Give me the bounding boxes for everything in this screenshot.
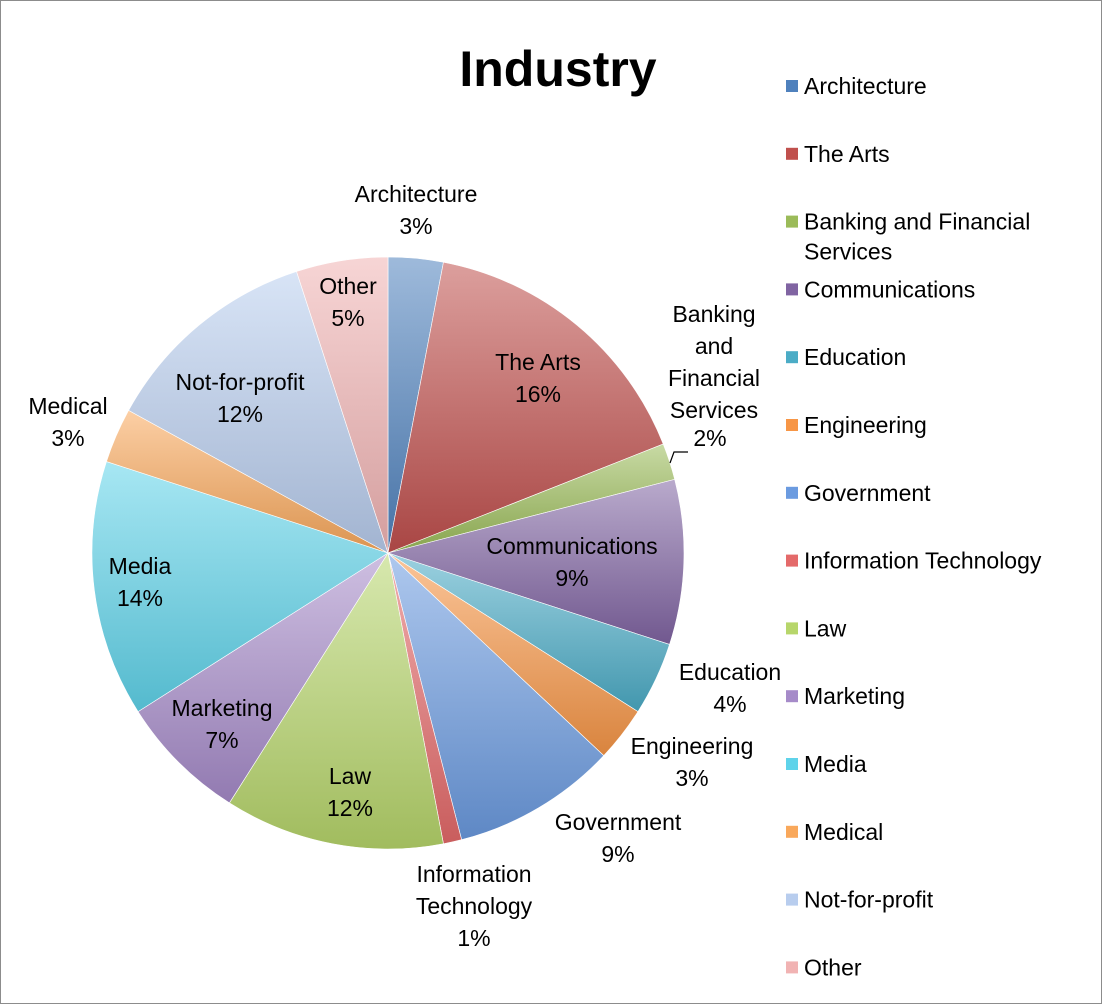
legend-label: Media	[804, 751, 867, 777]
pie-slice-communications	[386, 479, 685, 645]
legend-swatch	[786, 80, 798, 92]
legend-swatch	[786, 419, 798, 431]
legend-swatch	[786, 893, 798, 906]
legend-label: Other	[804, 954, 862, 980]
leader-line-banking	[669, 451, 688, 464]
data-label-5: Education 4%	[679, 659, 781, 717]
data-label-0: Architecture 3%	[355, 181, 478, 239]
legend-item-government: Government	[786, 480, 931, 506]
legend-label: Engineering	[804, 412, 927, 438]
data-label-11: Media 14%	[109, 553, 172, 611]
pie-slice-other	[296, 256, 389, 554]
data-label-8: Information Technology 1%	[416, 861, 533, 951]
pie-slice-marketing	[137, 552, 389, 804]
legend-item-not-for-profit: Not-for-profit	[786, 887, 934, 913]
legend-item-architecture: Architecture	[786, 73, 927, 99]
pie-slices	[91, 256, 685, 850]
legend-label: Government	[804, 480, 931, 506]
data-label-9: Law 12%	[327, 763, 373, 821]
data-label-6: Engineering 3%	[631, 733, 754, 791]
data-labels: Architecture 3% The Arts 16% Banking and Finan…	[28, 181, 781, 951]
data-label-7: Government 9%	[555, 809, 682, 867]
legend-item-other: Other	[786, 954, 862, 980]
leader-lines	[669, 451, 688, 464]
legend-swatch	[786, 486, 798, 499]
pie-slice-media	[91, 461, 389, 713]
legend-swatch	[786, 622, 798, 635]
legend-label: Medical	[804, 819, 883, 845]
legend-item-information-technology: Information Technology	[786, 548, 1042, 574]
data-label-14: Other 5%	[319, 273, 377, 331]
legend-item-engineering: Engineering	[786, 412, 927, 438]
legend-swatch	[786, 351, 798, 364]
legend-label: The Arts	[804, 141, 890, 167]
pie-slice-government	[387, 552, 605, 841]
legend-item-law: Law	[786, 615, 847, 641]
legend-label: Communications	[804, 276, 975, 302]
pie-slice-the-arts	[387, 261, 664, 554]
legend-item-the-arts: The Arts	[786, 141, 890, 167]
legend-swatch	[786, 690, 798, 703]
data-label-13: Not-for-profit 12%	[175, 369, 305, 427]
legend-swatch	[786, 825, 798, 838]
legend-swatch	[786, 554, 798, 567]
legend-item-communications: Communications	[786, 276, 975, 302]
legend-label: Banking and Financial Services	[804, 209, 1030, 265]
data-label-12: Medical 3%	[28, 393, 107, 451]
legend-swatch	[786, 961, 798, 974]
data-label-4: Communications 9%	[486, 533, 657, 591]
pie-slice-not-for-profit	[128, 271, 389, 554]
data-label-1: The Arts 16%	[495, 349, 581, 407]
data-label-10: Marketing 7%	[172, 695, 273, 753]
legend-item-education: Education	[786, 344, 906, 370]
legend-item-media: Media	[786, 751, 867, 777]
legend-swatch	[786, 215, 798, 228]
legend-label: Architecture	[804, 73, 927, 99]
legend-label: Not-for-profit	[804, 887, 934, 913]
pie-slice-law	[228, 552, 444, 850]
data-label-2: Banking and Financial Services	[668, 301, 760, 423]
chart-title: Industry	[459, 41, 656, 97]
legend-label: Law	[804, 615, 847, 641]
legend-item-marketing: Marketing	[786, 683, 905, 709]
legend-label: Information Technology	[804, 548, 1042, 574]
legend-label: Education	[804, 344, 906, 370]
legend-label: Marketing	[804, 683, 905, 709]
legend-swatch	[786, 283, 798, 296]
legend: Architecture The Arts Banking and Financia…	[786, 73, 1042, 980]
legend-item-banking-and-financial-services: Banking and Financial Services	[786, 209, 1030, 265]
legend-swatch	[786, 147, 798, 160]
legend-swatch	[786, 758, 798, 770]
legend-item-medical: Medical	[786, 819, 883, 845]
data-label-3: 2%	[693, 425, 726, 451]
